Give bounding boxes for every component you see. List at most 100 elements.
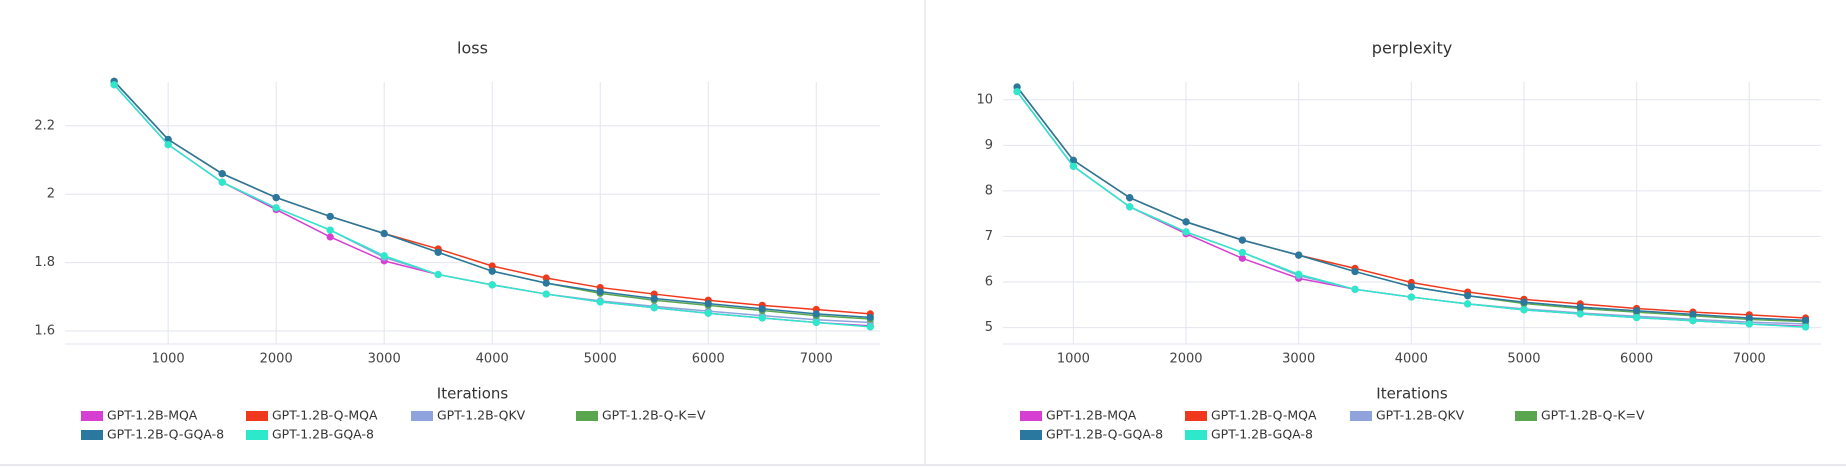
point (704, 309, 712, 317)
point (1182, 218, 1190, 226)
point (596, 298, 604, 306)
point (542, 290, 550, 298)
point (758, 305, 766, 313)
legend-label: GPT-1.2B-QKV (437, 408, 526, 423)
point (1520, 306, 1528, 314)
y-tick-label: 6 (985, 275, 993, 290)
point (164, 135, 172, 144)
x-tick-label: 6000 (692, 352, 725, 367)
point (1520, 298, 1528, 306)
legend-item: GPT-1.2B-MQA (1020, 408, 1137, 423)
point (1689, 317, 1697, 325)
legend-swatch (576, 411, 598, 421)
point (1745, 320, 1753, 328)
x-tick-label: 3000 (368, 352, 401, 367)
x-tick-label: 2000 (260, 352, 293, 367)
legend-swatch (1185, 411, 1207, 421)
point (758, 314, 766, 322)
point (1238, 254, 1246, 262)
y-tick-label: 8 (985, 183, 993, 198)
x-tick-label: 7000 (1733, 352, 1766, 367)
legend-swatch (246, 430, 268, 440)
point (1801, 316, 1810, 324)
chart-title: loss (457, 39, 488, 58)
point (1182, 228, 1190, 236)
point (1013, 87, 1021, 96)
point (434, 270, 442, 279)
legend-item: GPT-1.2B-Q-MQA (1185, 408, 1317, 423)
point (1689, 310, 1697, 318)
legend-label: GPT-1.2B-GQA-8 (272, 427, 374, 442)
point (866, 313, 874, 321)
x-tick-label: 6000 (1620, 352, 1653, 367)
legend-label: GPT-1.2B-QKV (1376, 408, 1465, 423)
point (650, 304, 658, 312)
point (1295, 270, 1303, 278)
legend-swatch (246, 411, 268, 421)
x-axis-label: Iterations (437, 385, 509, 403)
point (218, 170, 226, 178)
point (1126, 203, 1134, 211)
point (1576, 303, 1584, 311)
point (812, 310, 820, 318)
legend-label: GPT-1.2B-Q-MQA (272, 408, 378, 423)
point (1407, 293, 1415, 301)
point (650, 294, 658, 303)
y-tick-label: 5 (985, 320, 993, 335)
point (596, 288, 604, 296)
point (218, 178, 226, 186)
legend-item: GPT-1.2B-MQA (81, 408, 198, 423)
point (488, 267, 496, 275)
legend-label: GPT-1.2B-MQA (107, 408, 198, 423)
legend-item: GPT-1.2B-GQA-8 (1185, 427, 1313, 442)
x-tick-label: 3000 (1282, 352, 1315, 367)
x-tick-label: 4000 (476, 352, 509, 367)
point (1238, 248, 1246, 257)
point (1576, 310, 1584, 318)
point (488, 281, 496, 289)
legend-item: GPT-1.2B-Q-K=V (1515, 408, 1645, 423)
legend-item: GPT-1.2B-GQA-8 (246, 427, 374, 442)
legend-item: GPT-1.2B-QKV (1350, 408, 1465, 423)
point (1351, 267, 1359, 276)
x-tick-label: 1000 (1057, 352, 1090, 367)
point (1464, 300, 1472, 308)
legend-item: GPT-1.2B-Q-K=V (576, 408, 706, 423)
point (1126, 194, 1134, 202)
point (326, 212, 334, 221)
point (542, 279, 550, 287)
legend-label: GPT-1.2B-Q-GQA-8 (1046, 427, 1163, 442)
legend-label: GPT-1.2B-MQA (1046, 408, 1137, 423)
point (1633, 313, 1641, 322)
x-tick-label: 5000 (584, 352, 617, 367)
point (542, 274, 550, 282)
x-tick-label: 4000 (1395, 352, 1428, 367)
point (110, 81, 118, 89)
point (1801, 323, 1810, 331)
point (164, 140, 172, 149)
legend-item: GPT-1.2B-Q-GQA-8 (81, 427, 224, 442)
x-tick-label: 5000 (1507, 352, 1540, 367)
point (1407, 282, 1415, 291)
y-tick-label: 2 (47, 187, 55, 202)
y-tick-label: 10 (976, 92, 993, 107)
legend-swatch (81, 430, 103, 440)
y-tick-label: 7 (985, 229, 993, 244)
point (380, 229, 388, 238)
y-tick-label: 2.2 (34, 118, 55, 133)
point (1238, 236, 1246, 244)
point (488, 262, 496, 270)
point (1464, 292, 1472, 300)
y-tick-label: 1.8 (34, 255, 55, 270)
point (812, 318, 820, 327)
point (434, 248, 442, 256)
point (1069, 156, 1078, 164)
point (1295, 251, 1303, 259)
legend-swatch (411, 411, 433, 421)
x-tick-label: 1000 (152, 352, 185, 367)
point (1069, 162, 1078, 170)
legend-swatch (1350, 411, 1372, 421)
legend-swatch (81, 411, 103, 421)
legend-item: GPT-1.2B-Q-GQA-8 (1020, 427, 1163, 442)
